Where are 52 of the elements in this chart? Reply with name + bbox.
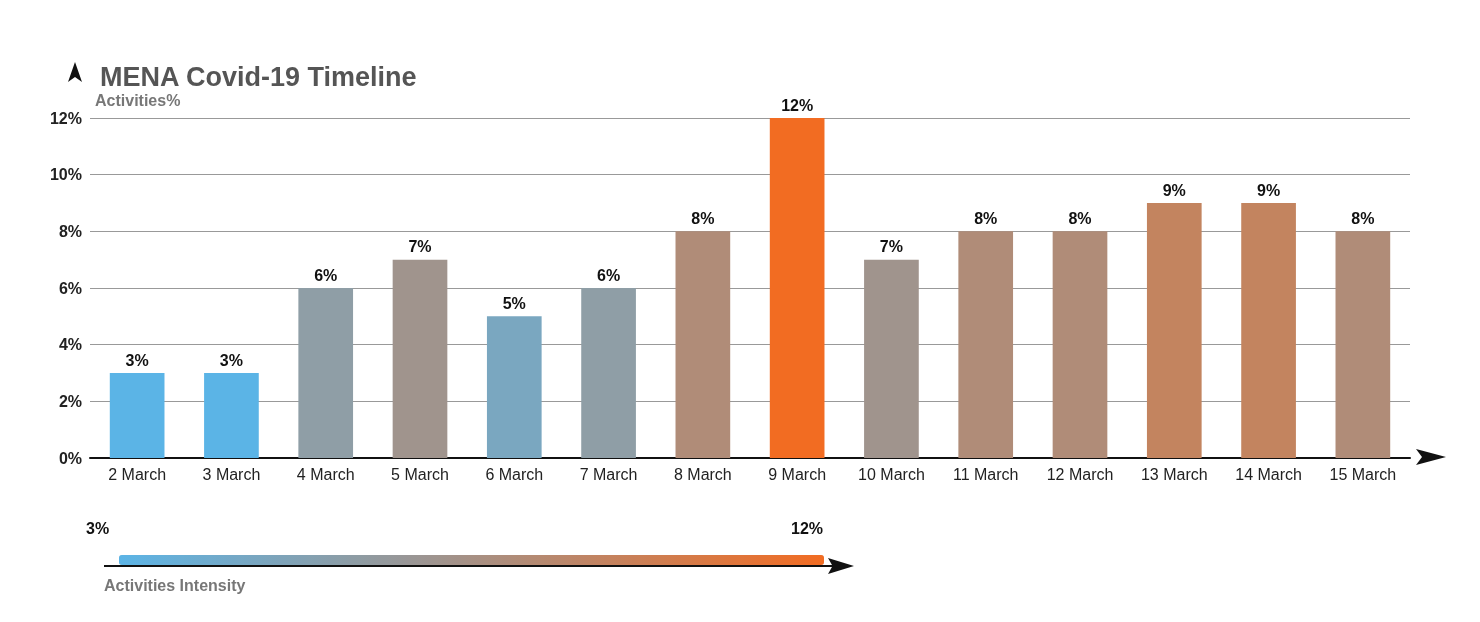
y-tick-label: 10% <box>49 166 82 184</box>
x-tick-label: 8 March <box>673 465 732 483</box>
bar <box>486 316 542 458</box>
color-bar-label: 12% <box>791 519 824 537</box>
bar <box>769 118 825 458</box>
bar <box>958 231 1014 458</box>
y-tick-label: 0% <box>58 449 82 467</box>
bar <box>581 288 636 458</box>
bar <box>1335 231 1391 458</box>
x-tick-label: 5 March <box>391 465 449 483</box>
x-tick-label: 3 March <box>202 465 261 483</box>
color-bar-label: 3% <box>86 519 110 537</box>
x-tick-label: 11 March <box>952 465 1019 483</box>
y-tick-label: 12% <box>49 109 82 127</box>
x-tick-label: 9 March <box>768 465 827 483</box>
x-tick-label: 14 March <box>1235 465 1302 483</box>
x-tick-label: 2 March <box>108 465 167 483</box>
data-label: 6% <box>314 266 338 284</box>
x-tick-label: 6 March <box>485 465 544 483</box>
bar <box>1241 203 1296 458</box>
x-tick-label: 15 March <box>1329 465 1397 483</box>
y-tick-label: 2% <box>58 392 82 410</box>
x-tick-label: 10 March <box>858 465 925 483</box>
color-bar-title: Activities Intensity <box>104 576 246 594</box>
data-label: 7% <box>408 238 432 256</box>
bar <box>204 373 259 458</box>
data-label: 6% <box>597 266 621 284</box>
data-label: 7% <box>879 238 903 256</box>
data-label: 8% <box>1351 209 1375 227</box>
data-label: 8% <box>974 209 998 227</box>
chart-title: MENA Covid-19 Timeline <box>100 61 417 92</box>
bar <box>1146 203 1202 458</box>
bar <box>1052 231 1108 458</box>
data-label: 5% <box>502 294 526 312</box>
y-tick-label: 6% <box>58 279 82 297</box>
y-axis-title: Activities% <box>95 91 181 109</box>
x-tick-label: 12 March <box>1046 465 1114 483</box>
data-label: 3% <box>125 351 149 369</box>
y-tick-label: 4% <box>58 336 82 354</box>
bar <box>298 288 354 458</box>
y-tick-label: 8% <box>58 222 82 240</box>
x-tick-label: 7 March <box>579 465 638 483</box>
bar <box>675 231 731 458</box>
data-label: 9% <box>1257 181 1281 199</box>
data-label: 3% <box>219 351 243 369</box>
data-label: 12% <box>781 96 814 114</box>
bar <box>109 373 165 458</box>
data-label: 8% <box>691 209 715 227</box>
x-tick-label: 13 March <box>1140 465 1208 483</box>
x-tick-label: 4 March <box>296 465 355 483</box>
data-label: 8% <box>1068 209 1092 227</box>
data-label: 9% <box>1162 181 1186 199</box>
